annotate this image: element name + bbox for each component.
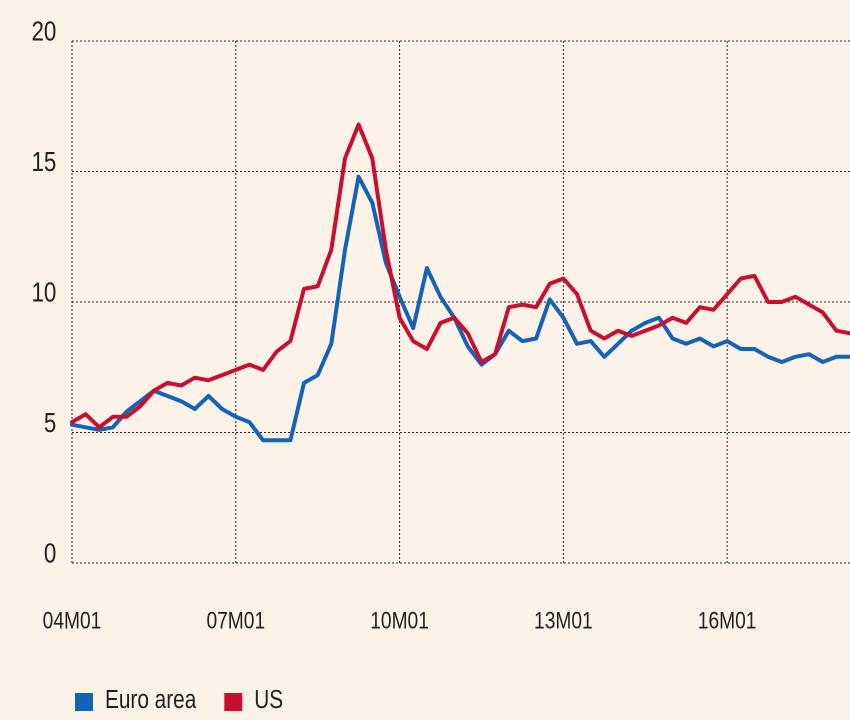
y-tick-label: 0 [44, 538, 56, 569]
x-tick-label: 13M01 [534, 606, 593, 634]
x-tick-label: 10M01 [370, 606, 429, 634]
legend-swatch [224, 693, 243, 711]
y-tick-label: 5 [44, 408, 56, 439]
x-tick-label: 04M01 [43, 606, 102, 634]
y-tick-label: 20 [31, 16, 56, 47]
series-line [70, 122, 850, 430]
legend-label: Euro area [105, 685, 197, 714]
x-tick-label: 16M01 [698, 606, 757, 634]
legend-label: US [254, 685, 283, 714]
series-line [70, 174, 850, 443]
y-tick-label: 15 [31, 147, 56, 178]
legend-swatch [75, 693, 93, 711]
x-tick-label: 07M01 [206, 606, 265, 634]
y-tick-label: 10 [31, 277, 56, 308]
